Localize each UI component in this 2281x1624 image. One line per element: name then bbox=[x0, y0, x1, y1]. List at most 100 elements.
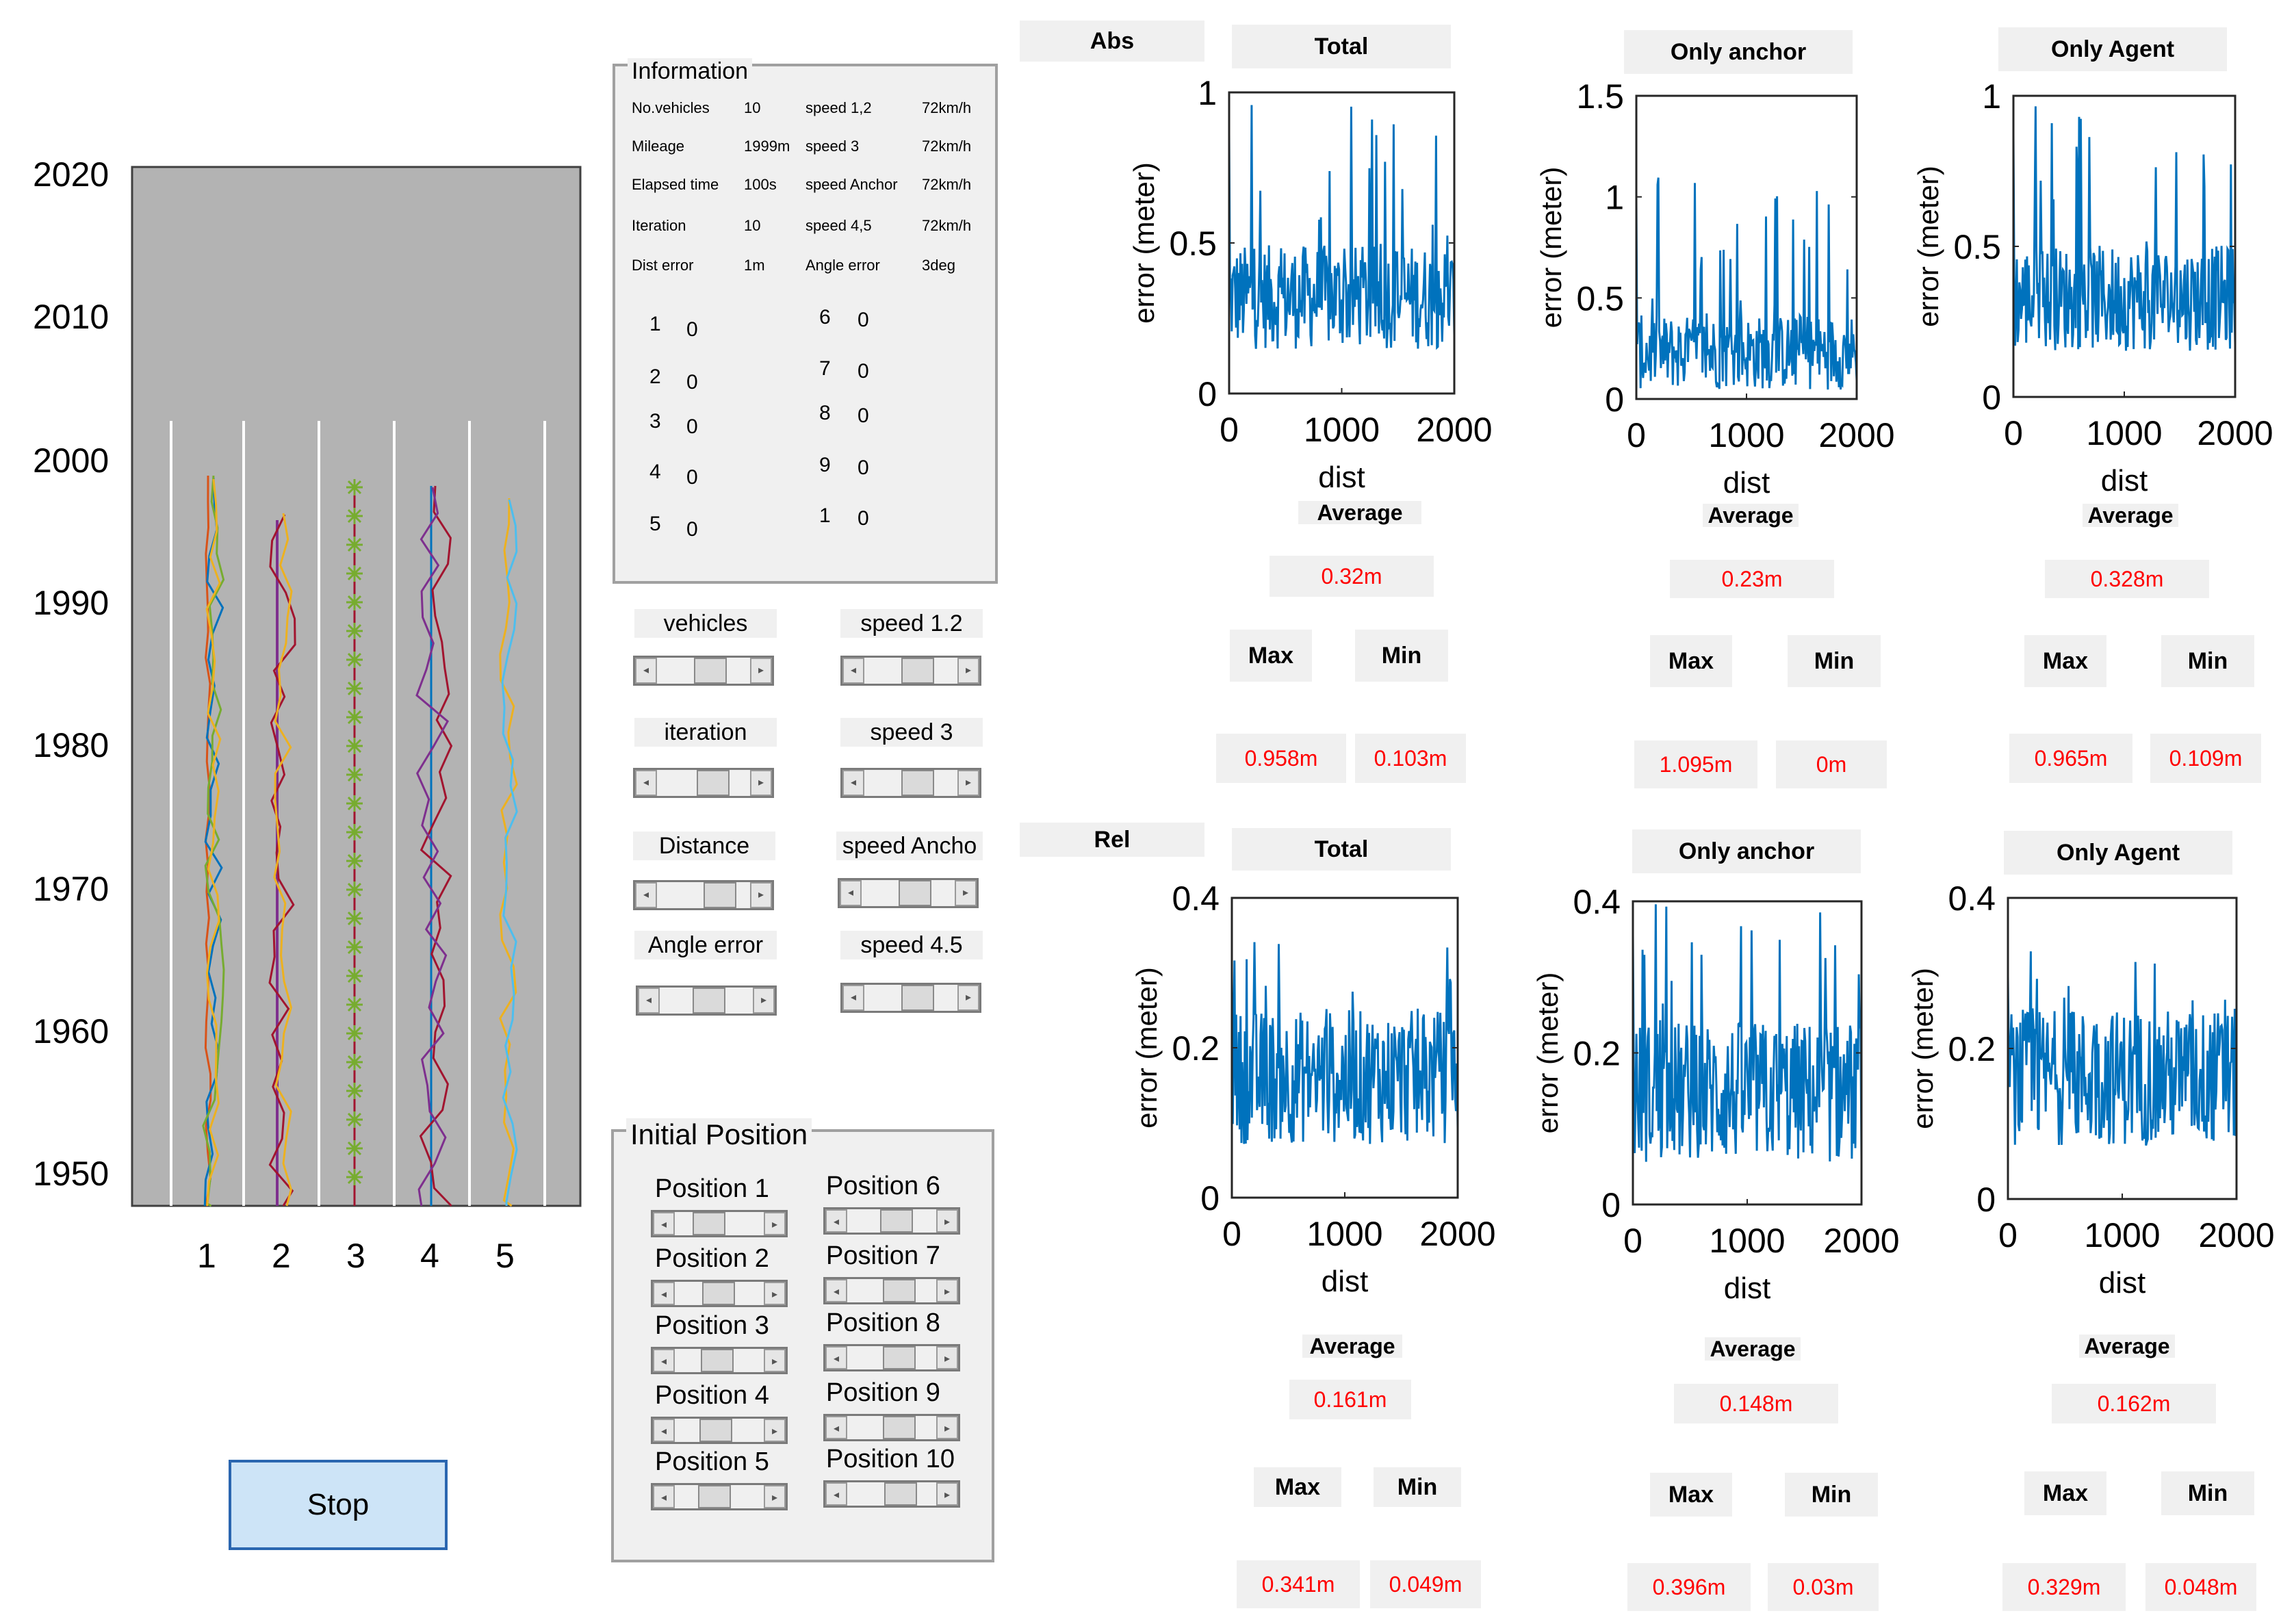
anchor-marker-icon bbox=[346, 709, 363, 725]
arrow-left-icon[interactable]: ◂ bbox=[653, 1419, 675, 1442]
slider-thumb[interactable] bbox=[901, 985, 934, 1011]
slider-thumb[interactable] bbox=[883, 1416, 916, 1439]
position-slider[interactable]: ◂ ▸ bbox=[651, 1210, 788, 1237]
distance-slider[interactable]: ◂ ▸ bbox=[633, 880, 774, 910]
speed45-label: speed 4.5 bbox=[840, 931, 983, 959]
max-value: 0.329m bbox=[2002, 1563, 2126, 1611]
position-slider[interactable]: ◂ ▸ bbox=[651, 1280, 788, 1307]
arrow-right-icon[interactable]: ▸ bbox=[936, 1482, 958, 1506]
lane-y-tick-label: 1950 bbox=[33, 1155, 109, 1193]
arrow-left-icon[interactable]: ◂ bbox=[842, 770, 864, 796]
x-axis-label: dist bbox=[1322, 1265, 1368, 1298]
arrow-right-icon[interactable]: ▸ bbox=[936, 1416, 958, 1439]
slider-thumb[interactable] bbox=[693, 988, 725, 1014]
arrow-right-icon[interactable]: ▸ bbox=[955, 880, 977, 906]
x-tick-label: 1000 bbox=[1304, 411, 1380, 449]
arrow-right-icon[interactable]: ▸ bbox=[764, 1419, 786, 1442]
speed45-slider[interactable]: ◂ ▸ bbox=[840, 983, 981, 1013]
speed3-slider[interactable]: ◂ ▸ bbox=[840, 768, 981, 798]
lane-y-tick-label: 1980 bbox=[33, 726, 109, 764]
arrow-left-icon[interactable]: ◂ bbox=[825, 1482, 847, 1506]
arrow-left-icon[interactable]: ◂ bbox=[635, 882, 657, 908]
arrow-right-icon[interactable]: ▸ bbox=[753, 988, 775, 1014]
vehicle-count-value: 0 bbox=[686, 371, 698, 394]
trajectory-line bbox=[419, 485, 453, 1207]
arrow-right-icon[interactable]: ▸ bbox=[764, 1485, 786, 1508]
slider-thumb[interactable] bbox=[880, 1209, 913, 1233]
arrow-right-icon[interactable]: ▸ bbox=[957, 658, 979, 684]
x-tick-label: 2000 bbox=[1419, 1215, 1495, 1253]
arrow-right-icon[interactable]: ▸ bbox=[750, 658, 772, 684]
position-slider[interactable]: ◂ ▸ bbox=[651, 1347, 788, 1374]
arrow-left-icon[interactable]: ◂ bbox=[653, 1282, 675, 1305]
arrow-left-icon[interactable]: ◂ bbox=[825, 1416, 847, 1439]
speed12-slider[interactable]: ◂ ▸ bbox=[840, 656, 981, 686]
arrow-right-icon[interactable]: ▸ bbox=[936, 1346, 958, 1369]
arrow-left-icon[interactable]: ◂ bbox=[825, 1209, 847, 1233]
slider-thumb[interactable] bbox=[694, 658, 727, 684]
arrow-right-icon[interactable]: ▸ bbox=[750, 770, 772, 796]
arrow-right-icon[interactable]: ▸ bbox=[764, 1212, 786, 1235]
arrow-left-icon[interactable]: ◂ bbox=[638, 988, 660, 1014]
slider-thumb[interactable] bbox=[701, 1349, 734, 1372]
slider-thumb[interactable] bbox=[697, 770, 730, 796]
vehicles-slider[interactable]: ◂ ▸ bbox=[633, 656, 774, 686]
max-label: Max bbox=[1254, 1467, 1341, 1507]
slider-thumb[interactable] bbox=[883, 1279, 916, 1302]
speed-anchor-slider[interactable]: ◂ ▸ bbox=[838, 878, 979, 908]
trajectory-line bbox=[273, 513, 293, 1207]
position-slider[interactable]: ◂ ▸ bbox=[823, 1480, 960, 1508]
position-slider[interactable]: ◂ ▸ bbox=[651, 1483, 788, 1510]
x-tick-label: 1000 bbox=[2086, 414, 2162, 452]
position-slider[interactable]: ◂ ▸ bbox=[651, 1417, 788, 1444]
anchor-marker-icon bbox=[346, 766, 363, 783]
angle-error-slider[interactable]: ◂ ▸ bbox=[636, 985, 777, 1016]
error-series-line bbox=[1230, 942, 1459, 1144]
position-slider[interactable]: ◂ ▸ bbox=[823, 1414, 960, 1441]
slider-thumb[interactable] bbox=[901, 658, 934, 684]
arrow-right-icon[interactable]: ▸ bbox=[936, 1279, 958, 1302]
slider-thumb[interactable] bbox=[899, 880, 931, 906]
arrow-right-icon[interactable]: ▸ bbox=[764, 1349, 786, 1372]
average-label: Average bbox=[1302, 1335, 1402, 1358]
trajectory-line bbox=[415, 487, 450, 1207]
arrow-left-icon[interactable]: ◂ bbox=[653, 1212, 675, 1235]
position-slider[interactable]: ◂ ▸ bbox=[823, 1277, 960, 1304]
average-label: Average bbox=[2083, 504, 2178, 527]
arrow-right-icon[interactable]: ▸ bbox=[750, 882, 772, 908]
y-tick-label: 0.4 bbox=[1172, 879, 1220, 918]
arrow-right-icon[interactable]: ▸ bbox=[957, 770, 979, 796]
arrow-left-icon[interactable]: ◂ bbox=[635, 658, 657, 684]
vehicle-count-index: 9 bbox=[819, 454, 831, 476]
y-tick-label: 1 bbox=[1982, 77, 2001, 116]
slider-thumb[interactable] bbox=[702, 1282, 735, 1305]
arrow-left-icon[interactable]: ◂ bbox=[840, 880, 862, 906]
arrow-left-icon[interactable]: ◂ bbox=[653, 1485, 675, 1508]
slider-thumb[interactable] bbox=[699, 1419, 732, 1442]
stop-button[interactable]: Stop bbox=[229, 1460, 448, 1550]
slider-thumb[interactable] bbox=[883, 1346, 916, 1369]
lane-x-tick-label: 1 bbox=[197, 1237, 216, 1275]
arrow-left-icon[interactable]: ◂ bbox=[825, 1346, 847, 1369]
arrow-left-icon[interactable]: ◂ bbox=[825, 1279, 847, 1302]
iteration-slider[interactable]: ◂ ▸ bbox=[633, 768, 774, 798]
slider-thumb[interactable] bbox=[704, 882, 736, 908]
slider-thumb[interactable] bbox=[693, 1212, 725, 1235]
arrow-left-icon[interactable]: ◂ bbox=[635, 770, 657, 796]
slider-thumb[interactable] bbox=[698, 1485, 731, 1508]
arrow-right-icon[interactable]: ▸ bbox=[764, 1282, 786, 1305]
arrow-right-icon[interactable]: ▸ bbox=[957, 985, 979, 1011]
arrow-right-icon[interactable]: ▸ bbox=[936, 1209, 958, 1233]
position-slider[interactable]: ◂ ▸ bbox=[823, 1344, 960, 1371]
vehicle-count-value: 0 bbox=[858, 360, 869, 383]
anchor-marker-icon bbox=[346, 1111, 363, 1128]
arrow-left-icon[interactable]: ◂ bbox=[842, 658, 864, 684]
slider-thumb[interactable] bbox=[884, 1482, 917, 1506]
slider-thumb[interactable] bbox=[901, 770, 934, 796]
x-tick-label: 0 bbox=[1998, 1216, 2018, 1254]
arrow-left-icon[interactable]: ◂ bbox=[653, 1349, 675, 1372]
arrow-left-icon[interactable]: ◂ bbox=[842, 985, 864, 1011]
position-slider[interactable]: ◂ ▸ bbox=[823, 1207, 960, 1235]
trajectory-line bbox=[205, 478, 222, 1207]
y-axis-label: error (meter) bbox=[1532, 972, 1564, 1134]
